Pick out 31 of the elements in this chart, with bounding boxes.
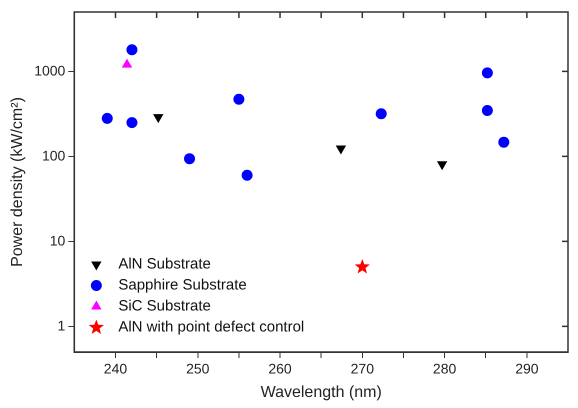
x-tick-label: 280 <box>432 360 456 376</box>
point <box>482 104 493 116</box>
point <box>126 117 138 128</box>
point <box>242 170 253 181</box>
point <box>184 153 196 164</box>
point <box>233 94 244 105</box>
y-tick-label: 100 <box>42 147 66 164</box>
y-tick-label: 1000 <box>34 62 66 78</box>
x-axis-title: Wavelength (nm) <box>260 384 382 401</box>
x-tick-label: 250 <box>186 360 210 376</box>
point <box>354 259 370 274</box>
x-tick-label: 290 <box>515 360 539 376</box>
point <box>482 67 493 78</box>
x-tick-label: 270 <box>350 360 374 376</box>
point <box>437 161 447 170</box>
point <box>153 114 164 123</box>
legend-label: AlN with point defect control <box>118 318 304 336</box>
legend-label: Sapphire Substrate <box>118 276 247 294</box>
y-axis-title: Power density (kW/cm²) <box>9 97 26 267</box>
point <box>122 59 132 68</box>
point <box>376 108 387 120</box>
y-tick-label: 1 <box>58 317 66 334</box>
point <box>498 136 510 148</box>
y-tick-label: 10 <box>50 232 66 248</box>
x-tick-label: 260 <box>268 360 292 376</box>
point <box>102 112 113 124</box>
point <box>336 145 346 154</box>
point <box>126 44 138 56</box>
x-tick-label: 240 <box>104 360 128 376</box>
legend-label: SiC Substrate <box>118 298 211 315</box>
legend-label: AlN Substrate <box>118 256 211 273</box>
